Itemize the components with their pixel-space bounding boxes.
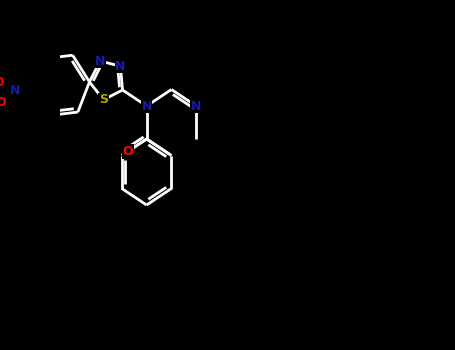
Text: O: O (123, 145, 133, 158)
Text: S: S (99, 93, 108, 106)
Text: N: N (115, 60, 126, 72)
Text: O: O (0, 96, 6, 109)
Text: N: N (95, 55, 105, 68)
Text: N: N (10, 84, 20, 97)
Text: N: N (142, 99, 152, 112)
Text: N: N (191, 99, 202, 112)
Text: O: O (0, 76, 4, 89)
